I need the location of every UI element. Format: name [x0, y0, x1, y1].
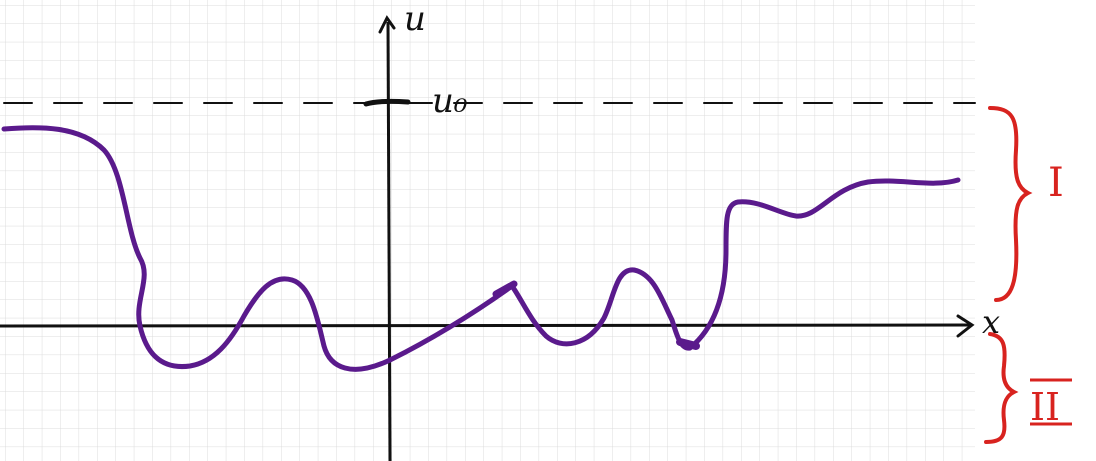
y-axis-label: u — [404, 0, 426, 39]
y-axis — [386, 21, 392, 461]
grid-paper — [0, 0, 975, 461]
x-axis-label: x — [982, 303, 1000, 341]
y-axis-arrow — [378, 15, 396, 34]
region-2-label: II — [1030, 385, 1060, 429]
x-axis — [0, 323, 971, 328]
x-axis-arrow — [956, 314, 975, 338]
region-1-brace — [988, 106, 1033, 302]
u0-label: u₀ — [432, 81, 468, 121]
curve-mark-1 — [492, 280, 518, 298]
curve-mark-2 — [676, 338, 700, 350]
region-1-label: I — [1048, 160, 1064, 206]
region-2-brace — [984, 332, 1019, 444]
u0-tick — [363, 98, 411, 107]
